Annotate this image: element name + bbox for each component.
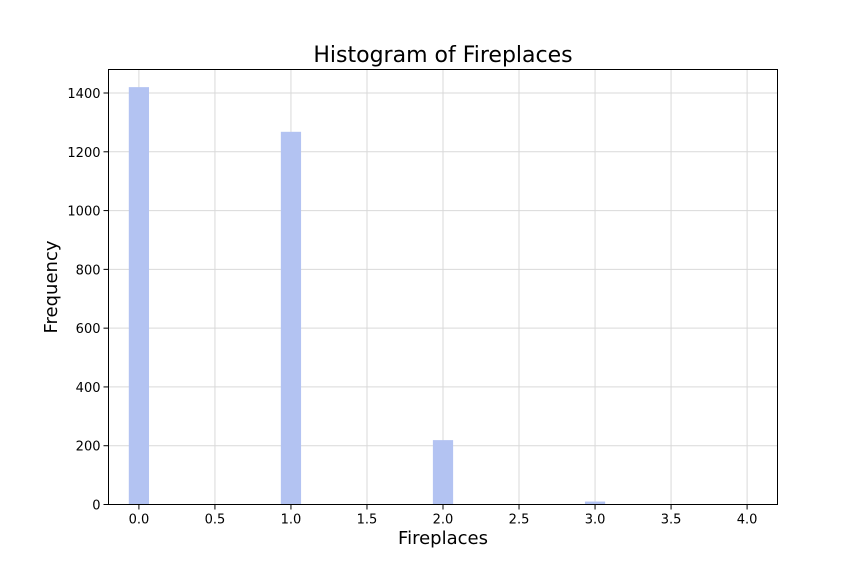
x-tick-label: 2.5 bbox=[509, 513, 530, 528]
x-tick-label: 1.0 bbox=[281, 513, 302, 528]
histogram-bar bbox=[584, 501, 606, 505]
histogram-bar bbox=[128, 87, 150, 505]
histogram-bar bbox=[432, 440, 454, 505]
y-tick-label: 200 bbox=[76, 440, 101, 455]
x-tick-label: 2.0 bbox=[433, 513, 454, 528]
histogram-bar bbox=[280, 131, 302, 505]
grid bbox=[108, 69, 778, 505]
x-tick-label: 3.0 bbox=[585, 513, 606, 528]
y-tick-label: 600 bbox=[76, 322, 101, 337]
bars bbox=[128, 87, 758, 505]
x-tick-label: 0.0 bbox=[129, 513, 150, 528]
y-axis-label: Frequency bbox=[41, 240, 62, 333]
x-tick-label: 4.0 bbox=[737, 513, 758, 528]
x-axis-label: Fireplaces bbox=[398, 528, 488, 549]
y-tick-label: 0 bbox=[92, 499, 100, 514]
y-tick-label: 1000 bbox=[67, 205, 100, 220]
x-tick-label: 3.5 bbox=[661, 513, 682, 528]
y-tick-label: 1200 bbox=[67, 146, 100, 161]
chart-title: Histogram of Fireplaces bbox=[313, 43, 572, 68]
axis-ticks: 0.0 0.5 1.0 1.5 2.0 2.5 3.0 3.5 4.0 0 200 400 600 800… bbox=[67, 87, 757, 527]
x-tick-label: 0.5 bbox=[205, 513, 226, 528]
y-tick-label: 400 bbox=[76, 381, 101, 396]
x-tick-label: 1.5 bbox=[357, 513, 378, 528]
y-tick-label: 800 bbox=[76, 263, 101, 278]
y-tick-label: 1400 bbox=[67, 87, 100, 102]
